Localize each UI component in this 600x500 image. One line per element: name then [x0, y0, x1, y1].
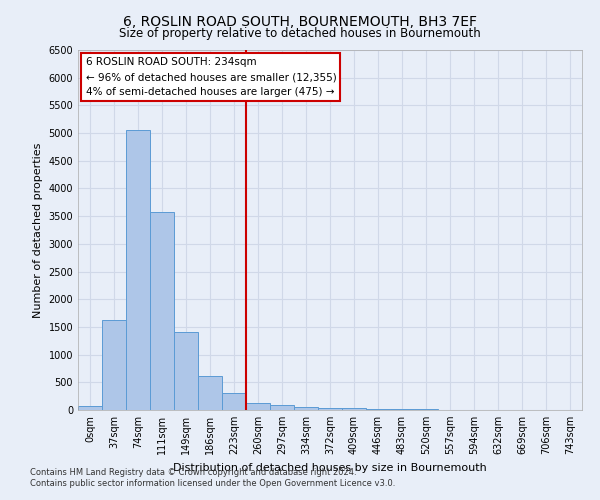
Bar — [270, 404, 294, 410]
Y-axis label: Number of detached properties: Number of detached properties — [33, 142, 43, 318]
Bar — [150, 212, 174, 410]
Bar — [174, 332, 198, 410]
Bar — [222, 394, 246, 410]
Bar — [294, 407, 318, 410]
Bar — [126, 130, 150, 410]
Text: 6, ROSLIN ROAD SOUTH, BOURNEMOUTH, BH3 7EF: 6, ROSLIN ROAD SOUTH, BOURNEMOUTH, BH3 7… — [123, 15, 477, 29]
Bar — [318, 408, 342, 410]
Text: Size of property relative to detached houses in Bournemouth: Size of property relative to detached ho… — [119, 28, 481, 40]
Bar — [102, 320, 126, 410]
Bar — [198, 376, 222, 410]
Bar — [366, 409, 390, 410]
Bar — [78, 406, 102, 410]
Bar — [342, 408, 366, 410]
Text: Contains HM Land Registry data © Crown copyright and database right 2024.
Contai: Contains HM Land Registry data © Crown c… — [30, 468, 395, 487]
Bar — [246, 403, 270, 410]
Text: 6 ROSLIN ROAD SOUTH: 234sqm
← 96% of detached houses are smaller (12,355)
4% of : 6 ROSLIN ROAD SOUTH: 234sqm ← 96% of det… — [86, 57, 337, 97]
Bar — [390, 409, 414, 410]
X-axis label: Distribution of detached houses by size in Bournemouth: Distribution of detached houses by size … — [173, 462, 487, 472]
